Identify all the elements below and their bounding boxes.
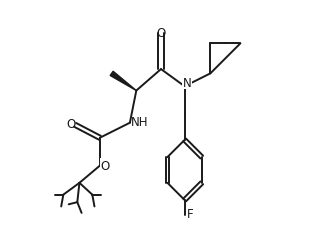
Text: O: O — [67, 118, 76, 131]
Text: N: N — [182, 76, 191, 90]
Text: NH: NH — [131, 116, 148, 128]
Text: F: F — [187, 207, 193, 220]
Text: O: O — [100, 159, 110, 172]
Polygon shape — [110, 72, 136, 91]
Text: O: O — [156, 27, 166, 40]
